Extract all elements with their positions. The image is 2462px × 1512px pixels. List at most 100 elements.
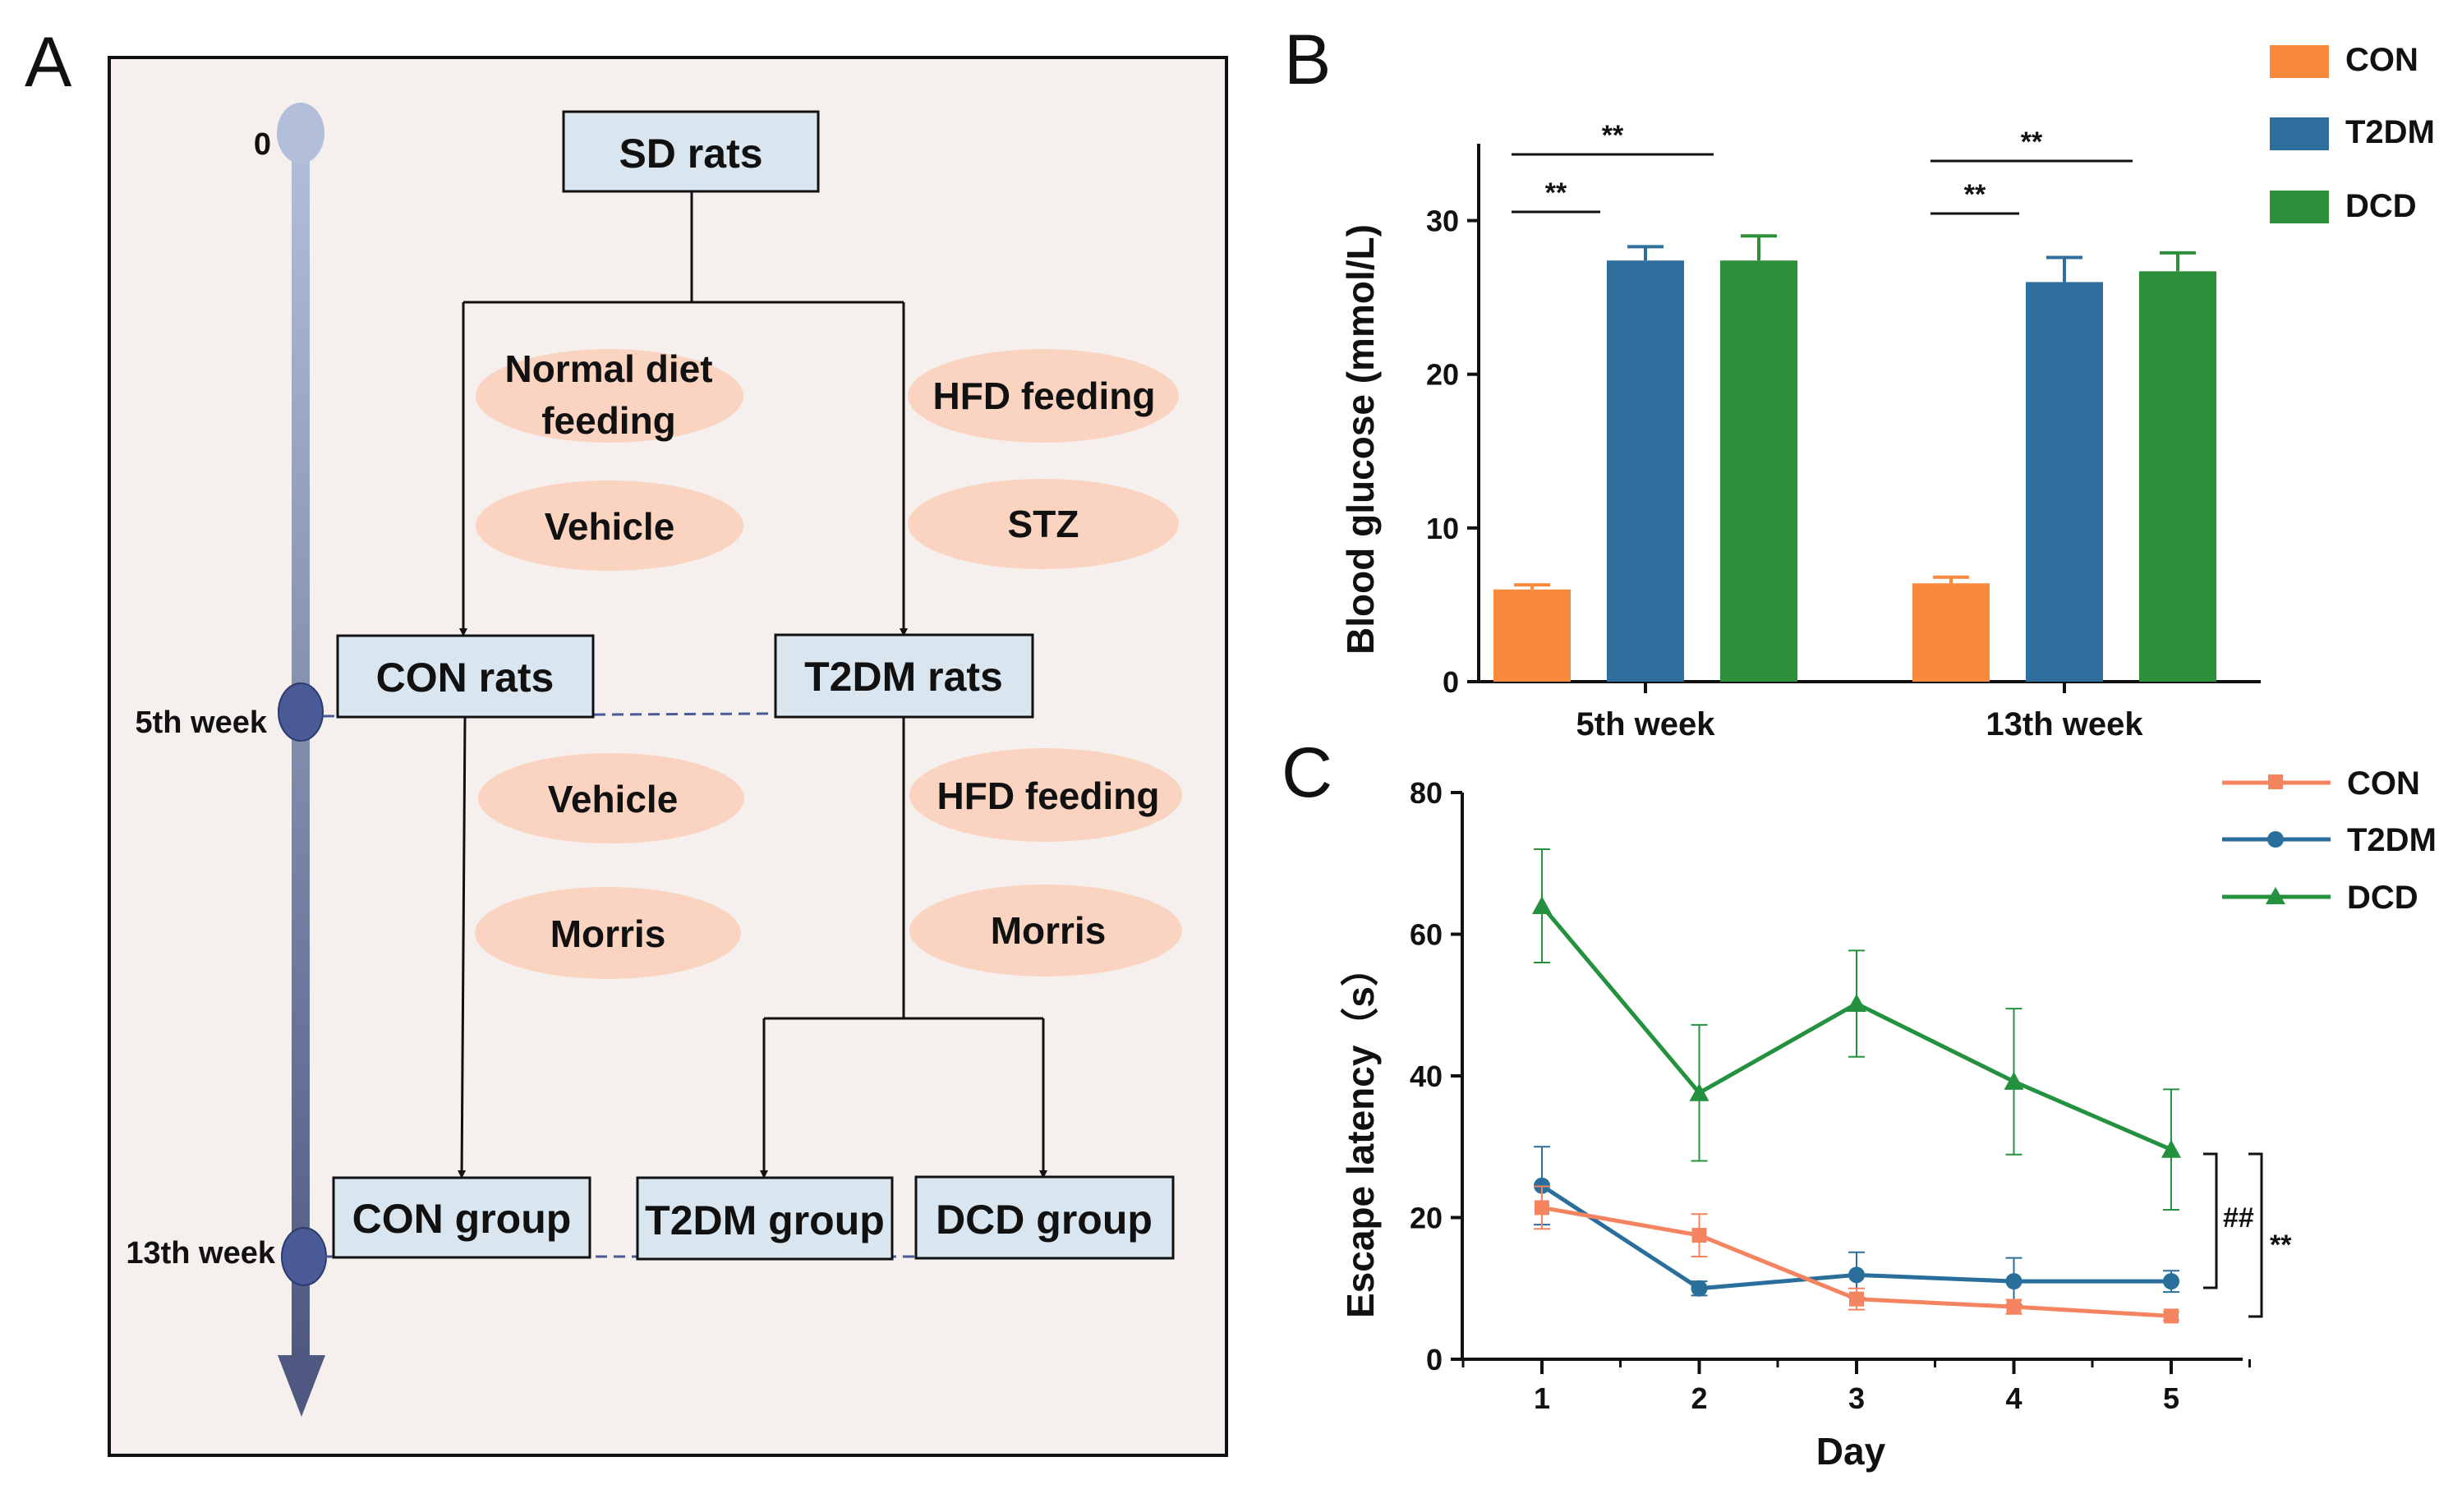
- line-legend-label-con: CON: [2347, 765, 2420, 802]
- box-t2dm-rats-label: T2DM rats: [804, 654, 1003, 700]
- vehicle-2-label: Vehicle: [548, 778, 679, 820]
- line-significance-label-0: ##: [2223, 1202, 2254, 1234]
- panel-a: A 0 5th week 13th week: [25, 23, 1228, 1457]
- bar-significance-label-1: **: [1602, 120, 1624, 151]
- line-significance-label-1: **: [2270, 1229, 2292, 1261]
- line-point-t2dm-4: [2163, 1273, 2179, 1290]
- line-significance-bracket-0: [2203, 1152, 2218, 1289]
- ellipse-stz: [908, 479, 1179, 569]
- timeline: 0 5th week 13th week: [126, 103, 1019, 1417]
- ellipse-morris-2: [909, 885, 1182, 977]
- bar-con-1: [1912, 583, 1990, 682]
- panel-label-b: B: [1284, 21, 1331, 99]
- line-x-tick-label: 2: [1691, 1381, 1707, 1415]
- bar-dcd-0: [1720, 260, 1797, 682]
- box-t2dm-rats: T2DM rats: [774, 633, 1034, 719]
- line-point-t2dm-1: [1691, 1280, 1708, 1297]
- line-y-tick-label: 20: [1410, 1202, 1443, 1235]
- box-dcd-group: DCD group: [914, 1175, 1175, 1260]
- ellipse-vehicle-2: [478, 753, 744, 843]
- line-point-t2dm-3: [2005, 1273, 2023, 1290]
- box-dcd-group-label: DCD group: [936, 1197, 1153, 1243]
- line-point-con-0: [1535, 1200, 1549, 1216]
- line-x-tick-label: 1: [1534, 1381, 1550, 1415]
- normal-diet-line1: Normal diet: [504, 347, 712, 390]
- line-point-con-4: [2164, 1308, 2179, 1324]
- ellipse-hfd-feeding-2: [909, 748, 1182, 842]
- line-significance-bracket-1: [2248, 1152, 2263, 1318]
- line-point-dcd-1: [1689, 1082, 1710, 1101]
- box-t2dm-group: T2DM group: [636, 1176, 894, 1261]
- bar-legend-label-t2dm: T2DM: [2345, 114, 2435, 150]
- line-y-tick-label: 60: [1410, 918, 1443, 952]
- bar-legend-label-con: CON: [2345, 42, 2418, 78]
- ellipse-normal-diet: [476, 349, 743, 443]
- line-x-axis-title: Day: [1816, 1430, 1886, 1473]
- timeline-label-start: 0: [254, 127, 271, 162]
- line-x-tick-label: 3: [1848, 1381, 1865, 1415]
- panel-b: B Blood glucose (mmol/L) 0 10 20 30 ** ** ** **…: [1284, 21, 2435, 742]
- flow-connectors: [458, 191, 1047, 1179]
- line-legend-label-t2dm: T2DM: [2347, 822, 2437, 858]
- ellipse-morris-1: [475, 887, 741, 979]
- box-t2dm-group-label: T2DM group: [645, 1197, 885, 1243]
- treatment-ellipses: [475, 349, 1182, 979]
- line-legend-marker-dcd: [2266, 887, 2285, 904]
- bar-category-label-0: 5th week: [1576, 706, 1716, 742]
- stz-label: STZ: [1008, 503, 1079, 545]
- line-legend-marker-t2dm: [2267, 831, 2284, 848]
- bar-legend-swatch-con: [2270, 45, 2329, 78]
- bar-legend-swatch-t2dm: [2270, 117, 2329, 150]
- timeline-node-week5: [278, 682, 324, 742]
- timeline-node-week13: [281, 1227, 327, 1286]
- line-y-tick-label: 0: [1426, 1343, 1443, 1376]
- line-legend: CON T2DM DCD: [2222, 765, 2437, 916]
- line-y-tick-label: 80: [1410, 776, 1443, 810]
- bar-significance-label-3: **: [2021, 126, 2043, 158]
- morris-1-label: Morris: [550, 912, 666, 955]
- bar-legend-label-dcd: DCD: [2345, 188, 2417, 224]
- timeline-arrowhead: [278, 1355, 325, 1417]
- bar-y-tick-label: 30: [1426, 205, 1459, 238]
- bar-y-axis-title: Blood glucose (mmol/L): [1339, 224, 1382, 655]
- line-point-dcd-0: [1532, 896, 1552, 914]
- line-x-tick-label: 4: [2005, 1381, 2022, 1415]
- line-point-con-2: [1849, 1291, 1864, 1307]
- line-point-dcd-3: [2004, 1071, 2024, 1090]
- bar-legend-swatch-dcd: [2270, 191, 2329, 223]
- line-point-t2dm-2: [1848, 1266, 1865, 1284]
- hfd-feeding-1-label: HFD feeding: [933, 375, 1156, 417]
- bar-y-tick-label: 0: [1443, 665, 1459, 699]
- line-plot: 0 20 40 60 80 1 2 3 4 5 ## **: [1410, 776, 2292, 1415]
- timeline-node-start: [277, 103, 324, 163]
- line-legend-marker-con: [2268, 774, 2283, 789]
- bar-dcd-1: [2139, 271, 2216, 682]
- vehicle-1-label: Vehicle: [545, 505, 675, 548]
- line-y-axis-title: Escape latency（s）: [1339, 949, 1382, 1318]
- line-point-con-3: [2006, 1299, 2022, 1315]
- timeline-shaft: [292, 134, 310, 1366]
- panel-label-c: C: [1282, 733, 1332, 812]
- ellipse-hfd-feeding-1: [908, 349, 1179, 443]
- bar-t2dm-0: [1607, 260, 1684, 682]
- morris-2-label: Morris: [991, 909, 1107, 952]
- hfd-feeding-2-label: HFD feeding: [937, 774, 1160, 817]
- bar-y-tick-label: 10: [1426, 512, 1459, 545]
- line-x-tick-label: 5: [2163, 1381, 2179, 1415]
- line-point-dcd-2: [1847, 994, 1866, 1013]
- timeline-label-week13: 13th week: [126, 1236, 276, 1271]
- normal-diet-line2: feeding: [541, 399, 676, 442]
- line-point-dcd-4: [2161, 1139, 2181, 1158]
- bar-category-label-1: 13th week: [1986, 706, 2143, 742]
- line-legend-label-dcd: DCD: [2347, 880, 2418, 916]
- bar-significance-label-2: **: [1964, 179, 1986, 210]
- panel-c: C Escape latency（s） Day 0 20 40 60 80 1 2 3 4 5 ##…: [1282, 733, 2437, 1473]
- ellipse-vehicle-1: [476, 480, 743, 571]
- bar-plot: 0 10 20 30 ** ** ** **: [1426, 120, 2261, 699]
- bar-con-0: [1493, 589, 1571, 682]
- line-y-tick-label: 40: [1410, 1059, 1443, 1093]
- bar-t2dm-1: [2026, 282, 2103, 682]
- bar-y-tick-label: 20: [1426, 358, 1459, 392]
- box-con-group-label: CON group: [352, 1196, 572, 1242]
